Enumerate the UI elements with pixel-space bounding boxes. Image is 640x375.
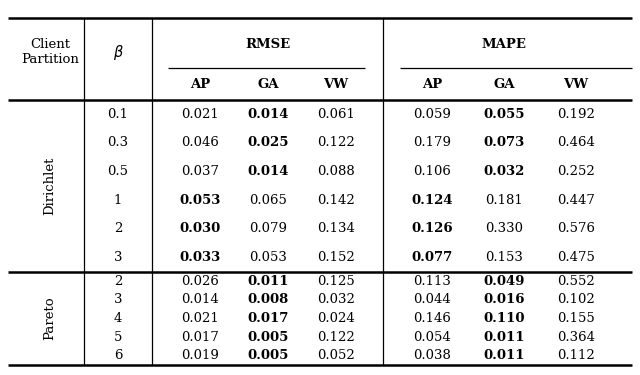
Text: 0.021: 0.021 <box>181 108 219 121</box>
Text: 0.088: 0.088 <box>317 165 355 178</box>
Text: 0.016: 0.016 <box>483 293 525 306</box>
Text: 0.153: 0.153 <box>485 251 523 264</box>
Text: 0.021: 0.021 <box>181 312 219 325</box>
Text: 0.065: 0.065 <box>249 194 287 207</box>
Text: 0.053: 0.053 <box>249 251 287 264</box>
Text: 5: 5 <box>114 331 122 344</box>
Text: 0.576: 0.576 <box>557 222 595 236</box>
Text: 0.033: 0.033 <box>179 251 221 264</box>
Text: AP: AP <box>190 78 210 92</box>
Text: 0.046: 0.046 <box>181 136 219 150</box>
Text: 0.079: 0.079 <box>249 222 287 236</box>
Text: 0.181: 0.181 <box>485 194 523 207</box>
Text: 0.155: 0.155 <box>557 312 595 325</box>
Text: 0.3: 0.3 <box>108 136 129 150</box>
Text: RMSE: RMSE <box>245 38 291 51</box>
Text: 6: 6 <box>114 349 122 362</box>
Text: VW: VW <box>563 78 589 92</box>
Text: 0.011: 0.011 <box>247 275 289 288</box>
Text: 0.073: 0.073 <box>483 136 525 150</box>
Text: 0.464: 0.464 <box>557 136 595 150</box>
Text: 0.032: 0.032 <box>317 293 355 306</box>
Text: Dirichlet: Dirichlet <box>44 157 56 215</box>
Text: 0.037: 0.037 <box>181 165 219 178</box>
Text: 0.005: 0.005 <box>247 331 289 344</box>
Text: 0.330: 0.330 <box>485 222 523 236</box>
Text: 0.192: 0.192 <box>557 108 595 121</box>
Text: 0.152: 0.152 <box>317 251 355 264</box>
Text: 0.364: 0.364 <box>557 331 595 344</box>
Text: 0.447: 0.447 <box>557 194 595 207</box>
Text: 0.122: 0.122 <box>317 136 355 150</box>
Text: 0.026: 0.026 <box>181 275 219 288</box>
Text: 0.112: 0.112 <box>557 349 595 362</box>
Text: 0.061: 0.061 <box>317 108 355 121</box>
Text: 0.030: 0.030 <box>179 222 221 236</box>
Text: 0.014: 0.014 <box>181 293 219 306</box>
Text: 0.024: 0.024 <box>317 312 355 325</box>
Text: GA: GA <box>257 78 279 92</box>
Text: 0.038: 0.038 <box>413 349 451 362</box>
Text: AP: AP <box>422 78 442 92</box>
Text: 4: 4 <box>114 312 122 325</box>
Text: 0.025: 0.025 <box>247 136 289 150</box>
Text: 0.049: 0.049 <box>483 275 525 288</box>
Text: 0.008: 0.008 <box>248 293 289 306</box>
Text: GA: GA <box>493 78 515 92</box>
Text: 0.252: 0.252 <box>557 165 595 178</box>
Text: 0.055: 0.055 <box>483 108 525 121</box>
Text: 0.1: 0.1 <box>108 108 129 121</box>
Text: 0.102: 0.102 <box>557 293 595 306</box>
Text: 0.014: 0.014 <box>247 108 289 121</box>
Text: 0.017: 0.017 <box>181 331 219 344</box>
Text: Client
Partition: Client Partition <box>21 38 79 66</box>
Text: 0.053: 0.053 <box>179 194 221 207</box>
Text: 0.110: 0.110 <box>483 312 525 325</box>
Text: 0.054: 0.054 <box>413 331 451 344</box>
Text: Pareto: Pareto <box>44 297 56 340</box>
Text: 0.017: 0.017 <box>247 312 289 325</box>
Text: 0.011: 0.011 <box>483 349 525 362</box>
Text: VW: VW <box>323 78 349 92</box>
Text: 0.019: 0.019 <box>181 349 219 362</box>
Text: 0.011: 0.011 <box>483 331 525 344</box>
Text: MAPE: MAPE <box>481 38 527 51</box>
Text: 0.5: 0.5 <box>108 165 129 178</box>
Text: 0.126: 0.126 <box>411 222 453 236</box>
Text: 0.014: 0.014 <box>247 165 289 178</box>
Text: 0.113: 0.113 <box>413 275 451 288</box>
Text: 0.044: 0.044 <box>413 293 451 306</box>
Text: 0.475: 0.475 <box>557 251 595 264</box>
Text: $\beta$: $\beta$ <box>113 42 124 62</box>
Text: 0.032: 0.032 <box>483 165 525 178</box>
Text: 0.052: 0.052 <box>317 349 355 362</box>
Text: 0.122: 0.122 <box>317 331 355 344</box>
Text: 0.134: 0.134 <box>317 222 355 236</box>
Text: 0.124: 0.124 <box>411 194 453 207</box>
Text: 0.077: 0.077 <box>412 251 452 264</box>
Text: 0.179: 0.179 <box>413 136 451 150</box>
Text: 1: 1 <box>114 194 122 207</box>
Text: 3: 3 <box>114 251 122 264</box>
Text: 0.146: 0.146 <box>413 312 451 325</box>
Text: 3: 3 <box>114 293 122 306</box>
Text: 0.142: 0.142 <box>317 194 355 207</box>
Text: 0.059: 0.059 <box>413 108 451 121</box>
Text: 0.005: 0.005 <box>247 349 289 362</box>
Text: 0.106: 0.106 <box>413 165 451 178</box>
Text: 0.552: 0.552 <box>557 275 595 288</box>
Text: 2: 2 <box>114 222 122 236</box>
Text: 2: 2 <box>114 275 122 288</box>
Text: 0.125: 0.125 <box>317 275 355 288</box>
